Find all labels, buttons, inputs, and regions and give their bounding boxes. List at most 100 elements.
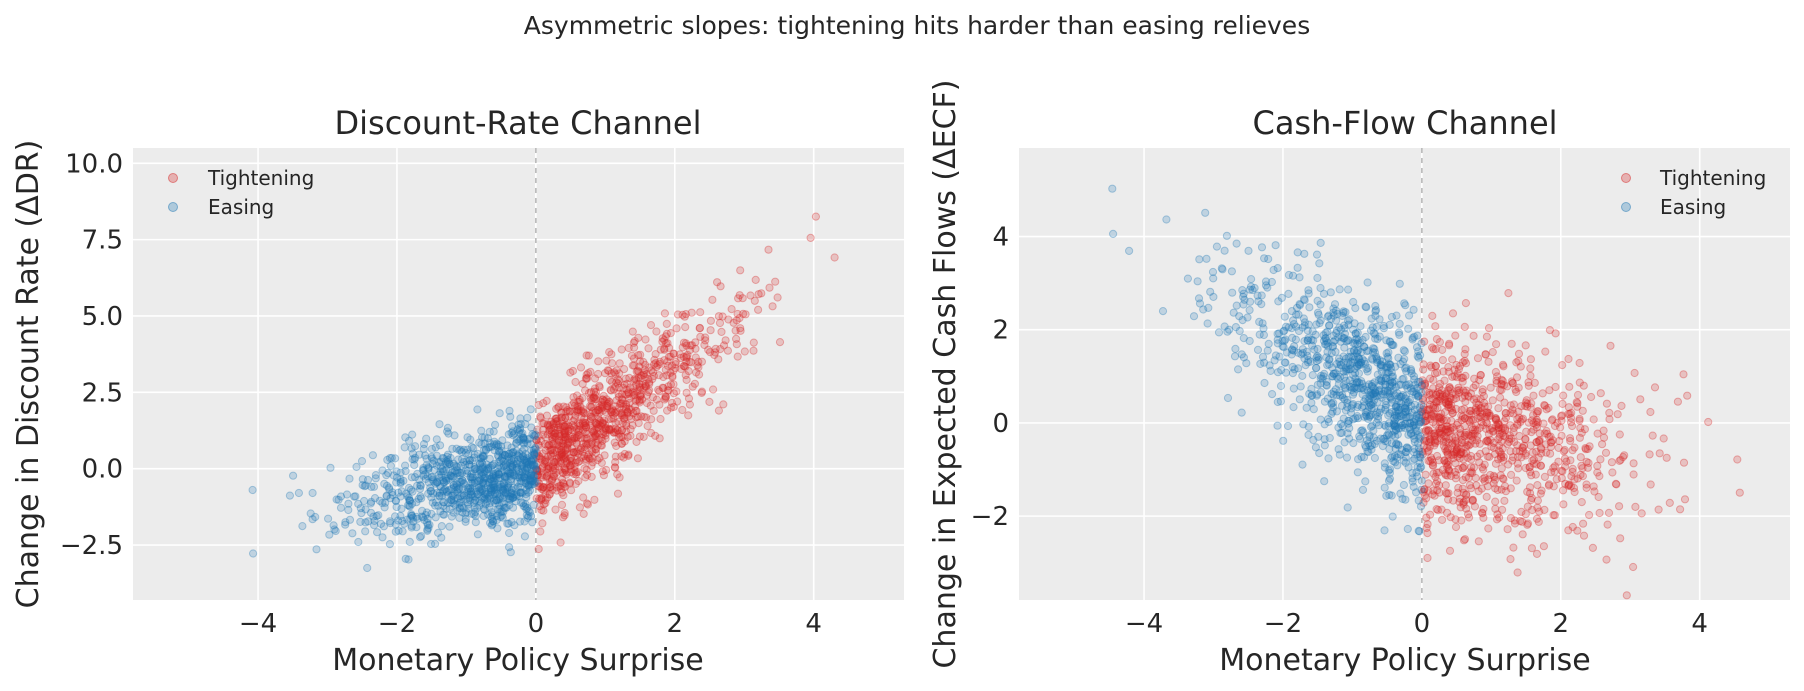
scatter-point [661,392,671,401]
scatter-point [528,477,537,486]
axes-title: Cash-Flow Channel [1252,104,1557,142]
scatter-point [1399,456,1408,465]
scatter-point [664,382,673,391]
scatter-point [614,383,624,392]
x-tick-label: −2 [378,609,416,639]
scatter-point [667,403,676,412]
scatter-point [662,319,671,328]
scatter-point [552,414,561,423]
scatter-point [554,445,564,454]
scatter-point [634,373,643,382]
scatter-point [606,425,615,435]
scatter-point [553,440,562,449]
scatter-point [1300,249,1309,258]
scatter-point [639,432,648,441]
scatter-point [578,418,587,427]
scatter-point [532,467,542,476]
scatter-point [385,540,394,549]
scatter-point [614,392,624,401]
scatter-point [1385,444,1394,454]
scatter-point [523,413,532,422]
scatter-point [1324,454,1333,463]
scatter-point [536,482,545,491]
scatter-point [568,432,577,441]
scatter-point [1340,334,1349,343]
scatter-point [686,341,695,350]
scatter-point [1615,502,1624,511]
scatter-point [631,406,640,415]
scatter-point [705,348,715,357]
scatter-point [1325,433,1334,443]
scatter-point [732,334,741,343]
scatter-point [593,423,602,432]
scatter-point [588,413,597,422]
scatter-point [685,345,695,355]
scatter-point [1557,466,1566,475]
scatter-point [546,450,555,459]
scatter-point [1232,301,1241,310]
scatter-point [535,494,544,503]
scatter-point [593,456,602,465]
scatter-point [1589,482,1598,491]
scatter-point [658,337,667,346]
scatter-point [1554,443,1563,452]
y-tick-label: 0.0 [82,455,123,485]
scatter-point [1613,410,1622,419]
scatter-point [330,525,339,534]
scatter-point [426,483,435,492]
scatter-point [569,448,578,457]
scatter-point [768,302,777,311]
scatter-point [1533,481,1542,490]
scatter-point [661,332,670,341]
scatter-point [1521,449,1530,458]
scatter-point [611,463,620,472]
scatter-point [574,431,584,440]
scatter-point [1483,482,1492,491]
scatter-point [587,461,596,470]
scatter-point [683,350,692,359]
scatter-point [641,382,651,391]
scatter-point [736,266,745,275]
scatter-point [539,483,548,492]
scatter-point [360,496,369,506]
scatter-point [574,476,583,486]
scatter-point [432,498,441,507]
scatter-point [550,432,559,441]
scatter-point [563,406,572,415]
scatter-point [1507,339,1516,348]
y-tick-label: 5.0 [82,302,123,332]
scatter-point [538,483,547,492]
scatter-point [450,431,459,440]
scatter-point [435,420,444,429]
scatter-point [592,420,601,429]
scatter-point [663,386,672,395]
scatter-point [591,445,600,454]
scatter-point [572,434,581,443]
scatter-point [669,349,679,358]
scatter-point [676,353,685,363]
y-tick-label: 2 [992,316,1009,346]
scatter-point [308,488,317,498]
scatter-point [556,451,565,460]
scatter-point [473,490,482,499]
scatter-point [1284,289,1293,298]
scatter-point [567,456,577,465]
scatter-point [562,403,571,412]
scatter-point [1679,370,1688,379]
scatter-point [623,407,633,417]
scatter-point [550,458,559,467]
scatter-point [552,432,561,441]
scatter-point [733,309,742,319]
scatter-point [391,520,400,529]
scatter-point [542,396,551,405]
scatter-point [1431,361,1440,370]
scatter-point [559,468,568,478]
scatter-point [672,387,681,396]
scatter-point [561,459,571,468]
scatter-point [632,367,641,376]
scatter-point [1450,467,1460,477]
scatter-point [1448,309,1458,318]
scatter-point [1108,184,1117,193]
scatter-point [1335,285,1344,294]
scatter-point [1603,520,1612,529]
